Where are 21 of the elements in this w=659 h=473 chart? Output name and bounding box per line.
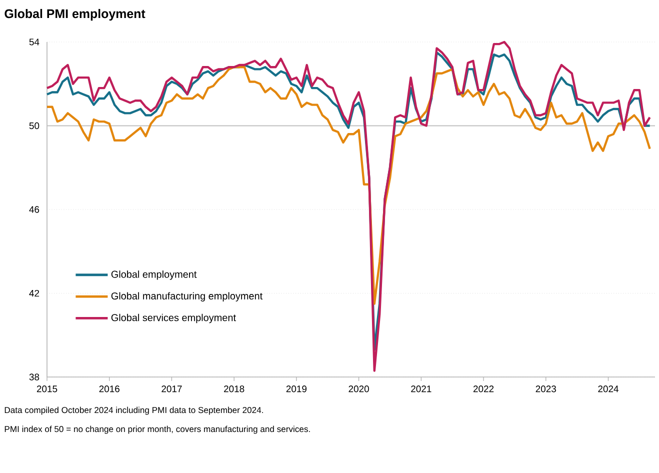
legend-label: Global services employment (111, 314, 236, 324)
chart-title: Global PMI employment (4, 8, 146, 21)
x-tick-label: 2024 (598, 386, 618, 392)
x-tick-label: 2017 (162, 386, 182, 392)
x-tick-label: 2021 (411, 386, 432, 392)
text: PMI index of 50 = no change on prior month, covers manufacturing and services. (4, 426, 310, 434)
x-tick-label: 2018 (224, 386, 244, 392)
legend-label: Global manufacturing employment (111, 292, 263, 302)
x-tick-label: 2022 (473, 386, 494, 392)
legend-label: Global employment (111, 270, 197, 280)
y-tick-label: 50 (29, 122, 40, 130)
y-tick-label: 46 (29, 206, 40, 213)
text: Data compiled October 2024 including PMI data to September 2024. (4, 406, 263, 415)
y-tick-label: 54 (29, 38, 40, 46)
x-tick-label: 2016 (99, 386, 120, 392)
y-tick-label: 38 (29, 374, 40, 380)
x-tick-label: 2020 (348, 386, 369, 392)
x-tick-label: 2023 (536, 386, 556, 392)
y-tick-label: 42 (29, 290, 40, 297)
x-tick-label: 2015 (36, 386, 58, 392)
x-tick-label: 2019 (286, 386, 307, 392)
